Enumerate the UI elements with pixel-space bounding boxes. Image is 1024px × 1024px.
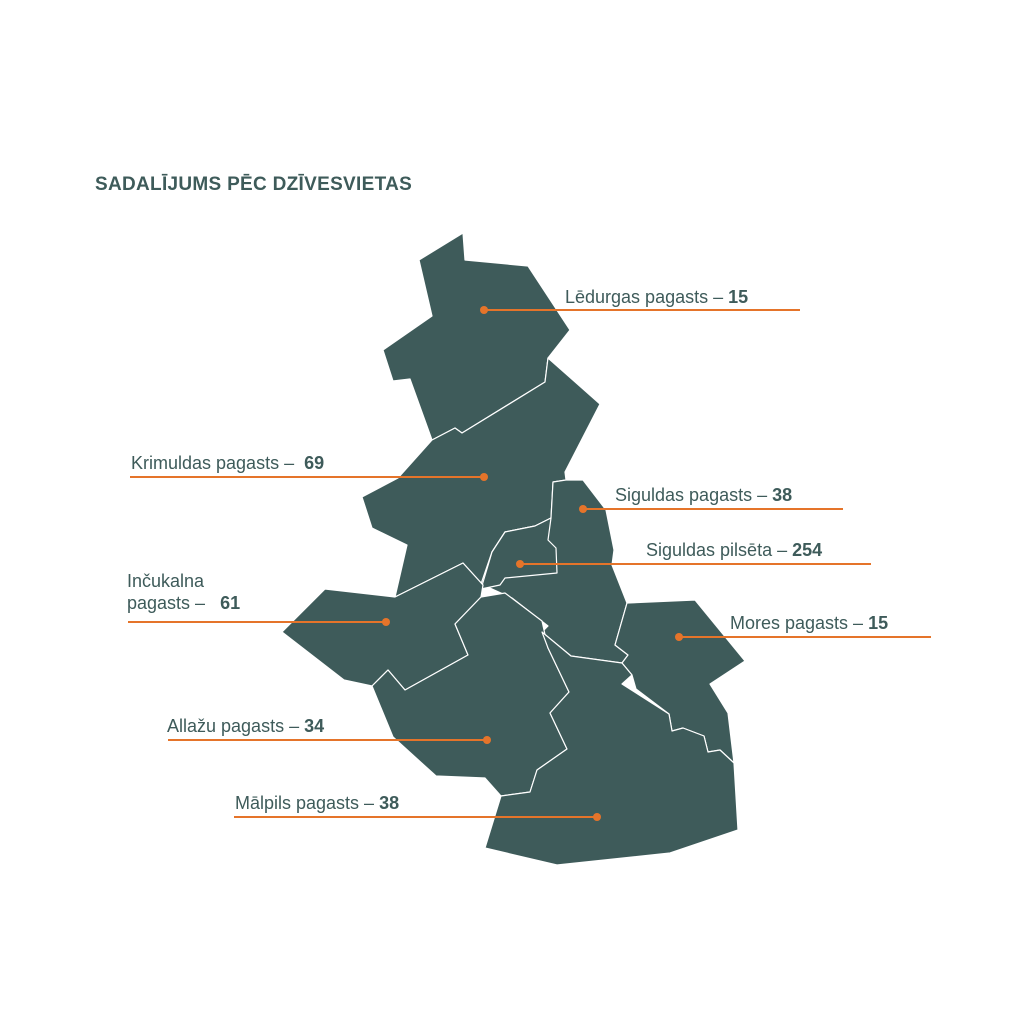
label-more-name: Mores pagasts – bbox=[730, 613, 864, 633]
label-allazi: Allažu pagasts – 34 bbox=[167, 715, 324, 737]
label-allazi-name: Allažu pagasts – bbox=[167, 716, 300, 736]
label-krimulda-value: 69 bbox=[304, 453, 325, 473]
label-malpils-name: Mālpils pagasts – bbox=[235, 793, 375, 813]
marker-krimulda bbox=[480, 473, 488, 481]
label-malpils-value: 38 bbox=[379, 793, 400, 813]
label-ledurga-name: Lēdurgas pagasts – bbox=[565, 287, 724, 307]
label-more-value: 15 bbox=[868, 613, 889, 633]
label-allazi-value: 34 bbox=[304, 716, 325, 736]
marker-allazi bbox=[483, 736, 491, 744]
label-ledurga-value: 15 bbox=[728, 287, 749, 307]
map-title: SADALĪJUMS PĒC DZĪVESVIETAS bbox=[95, 174, 413, 195]
label-sigulda-town-name: Siguldas pilsēta – bbox=[646, 540, 788, 560]
marker-malpils bbox=[593, 813, 601, 821]
marker-sigulda-parish bbox=[579, 505, 587, 513]
label-incukalns-value: 61 bbox=[220, 593, 241, 613]
marker-ledurga bbox=[480, 306, 488, 314]
label-sigulda-town-value: 254 bbox=[792, 540, 823, 560]
label-incukalns-name-line1: Inčukalna bbox=[127, 571, 205, 591]
label-incukalns: Inčukalna pagasts – 61 bbox=[127, 570, 240, 614]
label-sigulda-parish: Siguldas pagasts – 38 bbox=[615, 484, 792, 506]
label-incukalns-name-line2: pagasts – bbox=[127, 593, 206, 613]
label-sigulda-parish-value: 38 bbox=[772, 485, 793, 505]
label-krimulda-name: Krimuldas pagasts – bbox=[131, 453, 295, 473]
marker-more bbox=[675, 633, 683, 641]
region-sigulda-town[interactable] bbox=[480, 517, 558, 590]
label-sigulda-parish-name: Siguldas pagasts – bbox=[615, 485, 768, 505]
label-malpils: Mālpils pagasts – 38 bbox=[235, 792, 399, 814]
label-sigulda-town: Siguldas pilsēta – 254 bbox=[646, 539, 822, 561]
label-ledurga: Lēdurgas pagasts – 15 bbox=[565, 286, 748, 308]
region-malpils[interactable] bbox=[484, 631, 739, 866]
label-krimulda: Krimuldas pagasts – 69 bbox=[131, 452, 324, 474]
marker-sigulda-town bbox=[516, 560, 524, 568]
label-more: Mores pagasts – 15 bbox=[730, 612, 888, 634]
marker-incukalns bbox=[382, 618, 390, 626]
